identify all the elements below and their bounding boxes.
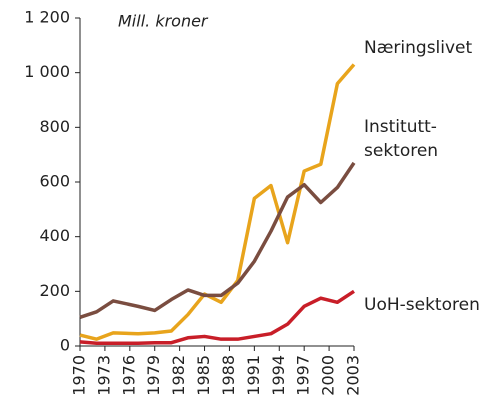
x-tick-label: 1976 [119, 355, 138, 396]
x-tick-label: 1994 [269, 355, 288, 396]
series-line [79, 161, 356, 319]
y-tick-label: 600 [39, 172, 70, 191]
y-tick-label: 200 [39, 281, 70, 300]
series-line [79, 289, 355, 346]
x-tick-label: 1970 [70, 355, 89, 396]
x-tick-label: 1973 [94, 355, 113, 396]
series-label: Næringslivet [364, 38, 473, 59]
x-tick-label: 1982 [169, 355, 188, 396]
series-line [79, 63, 356, 341]
x-tick-label: 1988 [219, 355, 238, 396]
y-tick-label: 1 000 [24, 62, 70, 81]
x-tick-label: 2000 [319, 355, 338, 396]
y-tick-label: 800 [39, 117, 70, 136]
x-tick-label: 1985 [194, 355, 213, 396]
y-tick-label: 400 [39, 226, 70, 245]
series-label: UoH-sektoren [364, 295, 480, 316]
x-tick-label: 1991 [244, 355, 263, 396]
unit-annotation: Mill. kroner [118, 12, 209, 31]
y-tick-label: 0 [60, 336, 70, 355]
x-tick-label: 1979 [144, 355, 163, 396]
y-tick-label: 1 200 [24, 8, 70, 27]
x-tick-label: 2003 [344, 355, 363, 396]
series-label: Institutt- sektoren [364, 116, 439, 161]
x-tick-label: 1997 [294, 355, 313, 396]
